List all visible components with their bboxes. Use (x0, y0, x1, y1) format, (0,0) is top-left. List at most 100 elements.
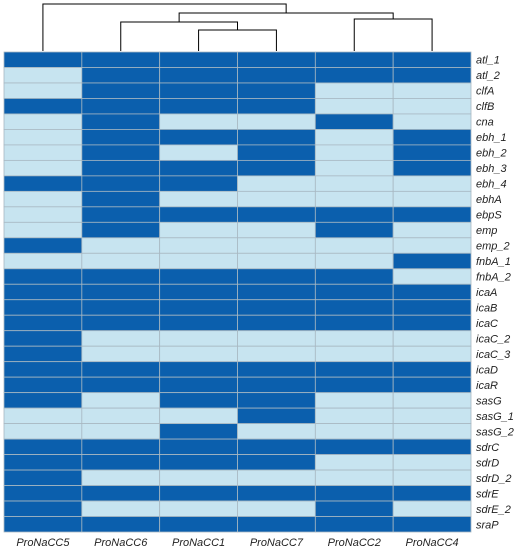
heatmap-cell (314, 423, 394, 440)
heatmap-cell (3, 268, 83, 285)
heatmap-cell (3, 129, 83, 146)
heatmap-cell (81, 361, 161, 378)
row-label: ebh_4 (476, 179, 507, 191)
dendrogram-link (120, 21, 238, 51)
row-label: fnbA_1 (476, 256, 511, 268)
heatmap-cell (237, 175, 316, 192)
row-label: icaB (476, 302, 497, 314)
row-label: sdrE_2 (476, 504, 511, 516)
heatmap-cell (314, 469, 394, 486)
heatmap-cell (314, 82, 394, 99)
heatmap-cell (237, 485, 316, 502)
dendrogram-link (198, 29, 277, 51)
heatmap-cell (81, 438, 161, 455)
heatmap-cell (314, 283, 394, 301)
heatmap-cell (159, 314, 238, 332)
heatmap-cell (314, 113, 394, 130)
heatmap-cell (392, 516, 472, 533)
heatmap-cell (392, 98, 472, 115)
row-label: sdrC (476, 442, 499, 454)
heatmap-cell (237, 206, 316, 223)
heatmap-cell (3, 98, 83, 115)
heatmap-cell (159, 407, 238, 425)
heatmap-cell (392, 129, 472, 146)
heatmap-cell (314, 500, 394, 517)
heatmap-cell (314, 98, 394, 115)
heatmap-cell (81, 469, 161, 486)
column-label: ProNaCC7 (250, 537, 304, 549)
row-label: icaR (476, 380, 498, 392)
heatmap-cell (159, 485, 238, 502)
heatmap-cell (237, 500, 316, 517)
row-label: sasG_1 (476, 411, 514, 423)
heatmap-cell (159, 237, 238, 254)
heatmap-cell (3, 361, 83, 378)
heatmap-cell (159, 221, 238, 239)
heatmap-cell (314, 190, 394, 208)
row-label: clfA (476, 86, 494, 98)
heatmap-cell (3, 376, 83, 394)
heatmap-cell (314, 516, 394, 533)
heatmap-cell (159, 469, 238, 486)
heatmap-cell (3, 454, 83, 471)
heatmap-cell (159, 330, 238, 347)
heatmap-cell (392, 392, 472, 409)
row-label: sasG_2 (476, 426, 514, 438)
heatmap-cell (314, 376, 394, 394)
heatmap-cell (392, 144, 472, 161)
heatmap-cell (314, 268, 394, 285)
column-labels: ProNaCC5 ProNaCC6 ProNaCC1 ProNaCC7 ProNaCC2… (16, 537, 458, 549)
dendrogram-link (178, 12, 394, 22)
heatmap-cell (392, 113, 472, 130)
row-label: sasG (476, 395, 502, 407)
heatmap-cell (159, 252, 238, 270)
heatmap-cell (237, 469, 316, 486)
heatmap-cell (392, 252, 472, 270)
row-label: ebh_2 (476, 148, 507, 160)
heatmap-cell (314, 485, 394, 502)
heatmap-cell (392, 485, 472, 502)
row-label: sdrE (476, 488, 499, 500)
heatmap-cell (81, 98, 161, 115)
heatmap-cell (237, 392, 316, 409)
heatmap-cell (237, 454, 316, 471)
heatmap-cell (159, 82, 238, 99)
heatmap-cell (3, 330, 83, 347)
heatmap-cell (81, 485, 161, 502)
heatmap-cell (314, 221, 394, 239)
heatmap-cell (159, 144, 238, 161)
heatmap-cell (392, 159, 472, 177)
heatmap-cell (81, 330, 161, 347)
heatmap-cell (314, 314, 394, 332)
heatmap-cell (392, 299, 472, 316)
heatmap-cell (3, 221, 83, 239)
row-label: emp (476, 225, 497, 237)
heatmap-cell (237, 314, 316, 332)
heatmap-cell (159, 129, 238, 146)
heatmap-cell (81, 314, 161, 332)
heatmap-cell (314, 159, 394, 177)
heatmap-cells (3, 51, 472, 533)
heatmap-cell (81, 51, 161, 68)
heatmap-cell (159, 190, 238, 208)
column-label: ProNaCC2 (328, 537, 381, 549)
heatmap-cell (159, 159, 238, 177)
heatmap-cell (237, 237, 316, 254)
row-label: atl_2 (476, 70, 500, 82)
heatmap-cell (159, 299, 238, 316)
heatmap-cell (159, 67, 238, 84)
heatmap-cell (392, 237, 472, 254)
heatmap-cell (159, 268, 238, 285)
heatmap-cell (3, 392, 83, 409)
heatmap-cell (81, 268, 161, 285)
heatmap-cell (237, 516, 316, 533)
heatmap-cell (81, 67, 161, 84)
row-label: icaC_2 (476, 333, 510, 345)
heatmap-cell (392, 330, 472, 347)
row-label: ebh_3 (476, 163, 507, 175)
heatmap-cell (159, 345, 238, 363)
heatmap-cell (237, 67, 316, 84)
heatmap-cell (237, 330, 316, 347)
heatmap-cell (3, 500, 83, 517)
heatmap-cell (237, 129, 316, 146)
